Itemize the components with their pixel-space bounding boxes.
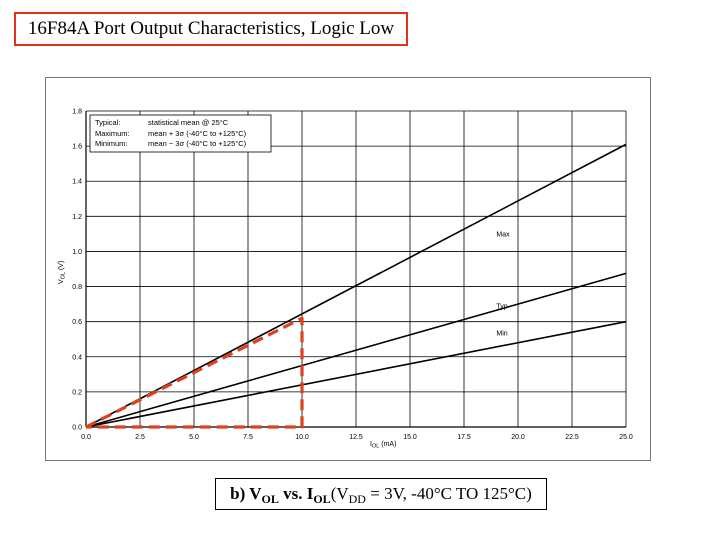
legend-term-0: Typical: <box>95 118 120 127</box>
legend-desc-1: mean + 3σ (-40°C to +125°C) <box>148 129 247 138</box>
x-tick-9: 22.5 <box>565 434 579 441</box>
legend: Typical: statistical mean @ 25°C Maximum… <box>95 118 247 148</box>
y-tick-9: 1.8 <box>72 109 82 116</box>
legend-term-2: Minimum: <box>95 139 128 148</box>
x-tick-0: 0.0 <box>81 434 91 441</box>
legend-desc-2: mean − 3σ (-40°C to +125°C) <box>148 139 247 148</box>
y-axis-label: VOL (V) <box>58 261 67 284</box>
legend-box <box>89 114 272 153</box>
x-tick-3: 7.5 <box>243 434 253 441</box>
chart-frame: 0.0 2.5 5.0 7.5 10.0 12.5 15.0 17.5 20.0 22.5 25.0… <box>45 77 651 461</box>
x-tick-7: 17.5 <box>457 434 471 441</box>
y-tick-5: 1.0 <box>72 249 82 256</box>
y-tick-1: 0.2 <box>72 389 82 396</box>
slide-title: 16F84A Port Output Characteristics, Logi… <box>14 12 408 46</box>
y-tick-0: 0.0 <box>72 425 82 432</box>
tick-labels: 0.0 2.5 5.0 7.5 10.0 12.5 15.0 17.5 20.0 22.5 25.0… <box>72 109 633 442</box>
y-axis-label-unit: (V) <box>58 261 65 272</box>
series-layer: Max Typ Min <box>85 143 627 428</box>
x-tick-10: 25.0 <box>619 434 633 441</box>
y-tick-6: 1.2 <box>72 214 82 221</box>
x-axis-label: IOL (mA) <box>370 441 396 450</box>
y-tick-8: 1.6 <box>72 144 82 151</box>
y-tick-3: 0.6 <box>72 319 82 326</box>
x-tick-4: 10.0 <box>295 434 309 441</box>
x-tick-5: 12.5 <box>349 434 363 441</box>
grid-layer <box>85 110 627 428</box>
x-axis-label-main: I <box>370 441 372 448</box>
x-axis-label-unit: (mA) <box>379 441 396 448</box>
caption-prefix: b) VOL vs. IOL <box>230 484 331 506</box>
annotation-layer <box>85 316 304 429</box>
x-tick-6: 15.0 <box>403 434 417 441</box>
highlight-dashed-region <box>85 316 304 429</box>
series-label-min: Min <box>496 331 507 338</box>
series-label-typ: Typ <box>496 304 507 311</box>
series-line-max <box>85 143 627 428</box>
figure-caption: b) VOL vs. IOL (VDD = 3V, -40°C TO 125°C… <box>215 478 547 510</box>
x-tick-2: 5.0 <box>189 434 199 441</box>
legend-desc-0: statistical mean @ 25°C <box>148 118 229 127</box>
series-line-min <box>85 320 627 428</box>
y-tick-4: 0.8 <box>72 284 82 291</box>
series-line-typ <box>85 272 627 428</box>
y-tick-7: 1.4 <box>72 179 82 186</box>
legend-term-1: Maximum: <box>95 129 130 138</box>
y-axis-label-main: V <box>58 279 65 284</box>
series-label-max: Max <box>496 232 510 239</box>
x-tick-8: 20.0 <box>511 434 525 441</box>
y-axis-label-sub: OL <box>61 272 67 279</box>
x-axis-label-sub: OL <box>372 444 379 450</box>
y-tick-2: 0.4 <box>72 354 82 361</box>
x-tick-1: 2.5 <box>135 434 145 441</box>
chart-plot: 0.0 2.5 5.0 7.5 10.0 12.5 15.0 17.5 20.0 22.5 25.0… <box>58 109 633 450</box>
caption-conditions: (VDD = 3V, -40°C TO 125°C) <box>330 484 532 506</box>
